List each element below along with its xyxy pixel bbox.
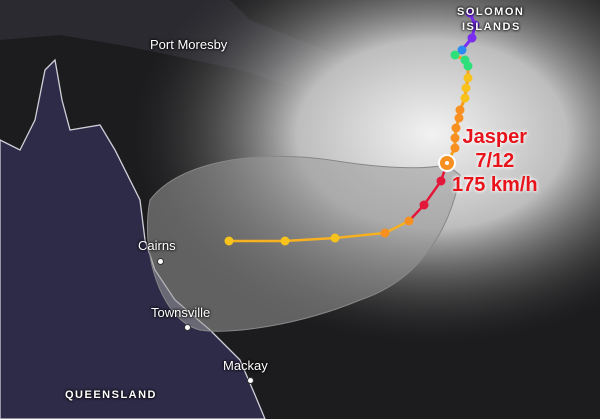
cyclone-icon [438,154,456,172]
label-mackay: Mackay [223,358,268,373]
track-point [224,236,234,246]
label-solomon-islands-2: ISLANDS [462,21,521,33]
storm-label: Jasper 7/12 175 km/h [452,125,538,197]
label-queensland: QUEENSLAND [65,389,158,401]
track-point [457,45,467,55]
track-point [463,61,473,71]
storm-wind: 175 km/h [452,174,538,196]
townsville-marker [184,324,191,331]
label-port-moresby: Port Moresby [150,37,228,52]
track-point [450,143,460,153]
mackay-marker [247,377,254,384]
track-point [419,200,429,210]
storm-name: Jasper [462,126,528,148]
track-point [280,236,290,246]
cairns-marker [157,258,164,265]
track-point [463,73,473,83]
track-point [450,50,460,60]
track-point [380,228,390,238]
track-point [455,105,465,115]
label-solomon-islands-1: SOLOMON [457,6,525,18]
track-point [454,113,464,123]
track-point [465,8,475,18]
track-point [460,93,470,103]
track-point [470,20,480,30]
track-point [450,133,460,143]
track-point [436,176,446,186]
track-points [224,8,480,246]
track-point [330,233,340,243]
label-townsville: Townsville [151,305,211,320]
track-point [467,33,477,43]
track-point [451,123,461,133]
label-cairns: Cairns [138,238,176,253]
track-point [404,216,414,226]
storm-date: 7/12 [475,150,515,172]
track-point [461,83,471,93]
